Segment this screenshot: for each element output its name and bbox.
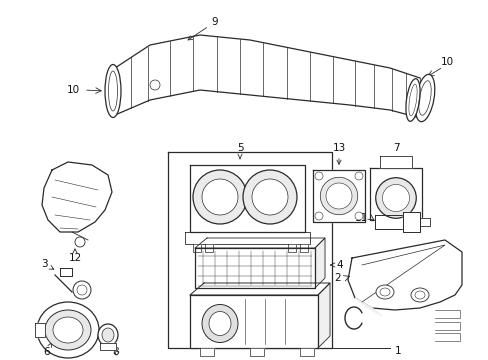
Text: 12: 12: [68, 249, 81, 263]
Polygon shape: [314, 238, 325, 288]
Circle shape: [243, 170, 296, 224]
Polygon shape: [60, 268, 72, 276]
Polygon shape: [347, 240, 461, 310]
Polygon shape: [299, 348, 313, 356]
Polygon shape: [190, 165, 305, 232]
Ellipse shape: [102, 328, 114, 342]
Text: 2: 2: [334, 273, 341, 283]
Polygon shape: [115, 35, 419, 118]
Polygon shape: [354, 298, 381, 316]
Ellipse shape: [45, 310, 91, 350]
Polygon shape: [35, 323, 45, 337]
Ellipse shape: [202, 305, 238, 342]
Text: 6: 6: [43, 343, 51, 357]
Ellipse shape: [375, 178, 415, 218]
Ellipse shape: [405, 79, 419, 121]
Text: 11: 11: [354, 213, 367, 223]
Polygon shape: [379, 156, 411, 168]
Text: 9: 9: [188, 17, 218, 40]
Ellipse shape: [105, 64, 121, 117]
Circle shape: [314, 212, 323, 220]
Polygon shape: [195, 248, 314, 288]
Polygon shape: [204, 244, 213, 252]
Ellipse shape: [37, 302, 99, 358]
Polygon shape: [193, 244, 201, 252]
Circle shape: [202, 179, 238, 215]
Text: 13: 13: [332, 143, 345, 164]
Polygon shape: [434, 333, 459, 341]
Polygon shape: [317, 283, 329, 348]
Circle shape: [73, 281, 91, 299]
Text: 3: 3: [41, 259, 54, 269]
Ellipse shape: [375, 285, 393, 299]
Ellipse shape: [208, 311, 230, 336]
Polygon shape: [195, 238, 325, 248]
Polygon shape: [249, 348, 264, 356]
Polygon shape: [402, 212, 419, 232]
Ellipse shape: [382, 184, 408, 212]
Polygon shape: [184, 232, 309, 244]
Ellipse shape: [414, 74, 434, 122]
Ellipse shape: [320, 177, 357, 215]
Polygon shape: [100, 343, 116, 350]
Ellipse shape: [410, 288, 428, 302]
Circle shape: [354, 212, 362, 220]
Ellipse shape: [98, 324, 118, 346]
Polygon shape: [419, 218, 429, 226]
Polygon shape: [42, 162, 112, 232]
Polygon shape: [369, 168, 421, 220]
Polygon shape: [312, 170, 364, 222]
Polygon shape: [299, 244, 307, 252]
Polygon shape: [434, 310, 459, 318]
Circle shape: [314, 172, 323, 180]
Polygon shape: [287, 244, 295, 252]
Text: 10: 10: [66, 85, 80, 95]
Text: 8: 8: [112, 347, 119, 357]
Text: 4: 4: [330, 260, 343, 270]
Polygon shape: [190, 283, 329, 295]
Circle shape: [193, 170, 246, 224]
Polygon shape: [190, 295, 317, 348]
Circle shape: [354, 172, 362, 180]
Ellipse shape: [53, 317, 83, 343]
Text: 5: 5: [236, 143, 243, 159]
Polygon shape: [374, 215, 412, 229]
Polygon shape: [200, 348, 214, 356]
Text: 7: 7: [392, 143, 399, 162]
Text: 1: 1: [394, 346, 401, 356]
Circle shape: [75, 237, 85, 247]
Circle shape: [251, 179, 287, 215]
Ellipse shape: [325, 183, 351, 209]
Circle shape: [150, 80, 160, 90]
Polygon shape: [434, 322, 459, 330]
Text: 10: 10: [440, 57, 453, 67]
